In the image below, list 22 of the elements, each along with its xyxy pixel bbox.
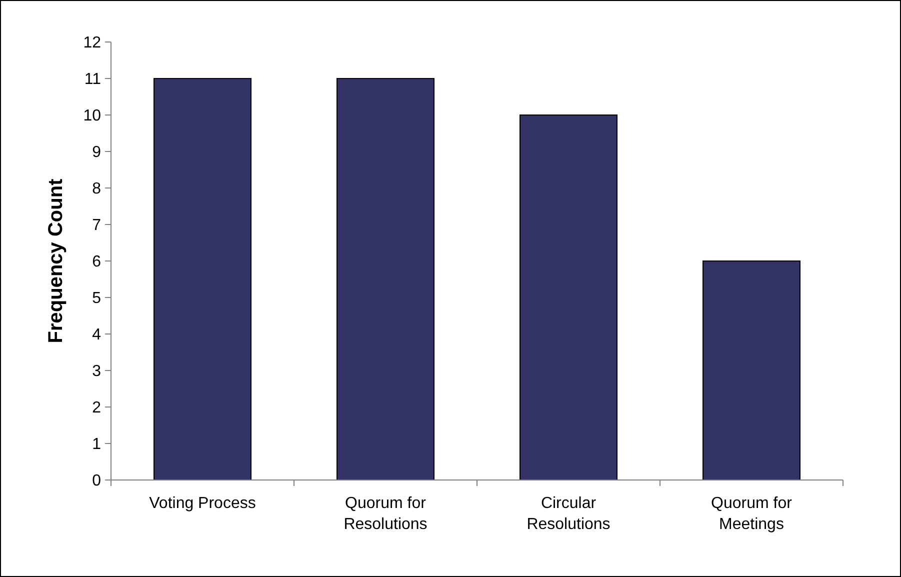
bar <box>520 114 618 480</box>
x-tick-label: Voting Process <box>149 495 256 512</box>
x-tick-label: Circular Resolutions <box>526 495 610 533</box>
y-tick-label: 0 <box>92 472 102 490</box>
y-tick-label: 9 <box>92 144 102 162</box>
y-tick-label: 7 <box>92 217 102 234</box>
bar <box>336 78 434 480</box>
y-tick-label: 6 <box>92 254 102 271</box>
y-tick-label: 10 <box>83 108 102 125</box>
y-tick-label: 1 <box>92 436 102 454</box>
y-axis-title: Frequency Count <box>45 178 67 344</box>
y-tick-label: 3 <box>92 363 102 380</box>
y-tick-label: 12 <box>83 34 102 52</box>
y-tick-label: 5 <box>92 290 102 308</box>
y-tick-label: 8 <box>92 180 102 198</box>
bar <box>154 78 252 480</box>
bar <box>702 260 800 480</box>
y-tick-label: 11 <box>84 71 102 88</box>
y-tick-label: 4 <box>92 326 102 344</box>
x-tick-label: Quorum for Meetings <box>711 495 793 533</box>
y-tick-label: 2 <box>92 400 102 417</box>
x-tick-label: Quorum for Resolutions <box>344 495 428 533</box>
